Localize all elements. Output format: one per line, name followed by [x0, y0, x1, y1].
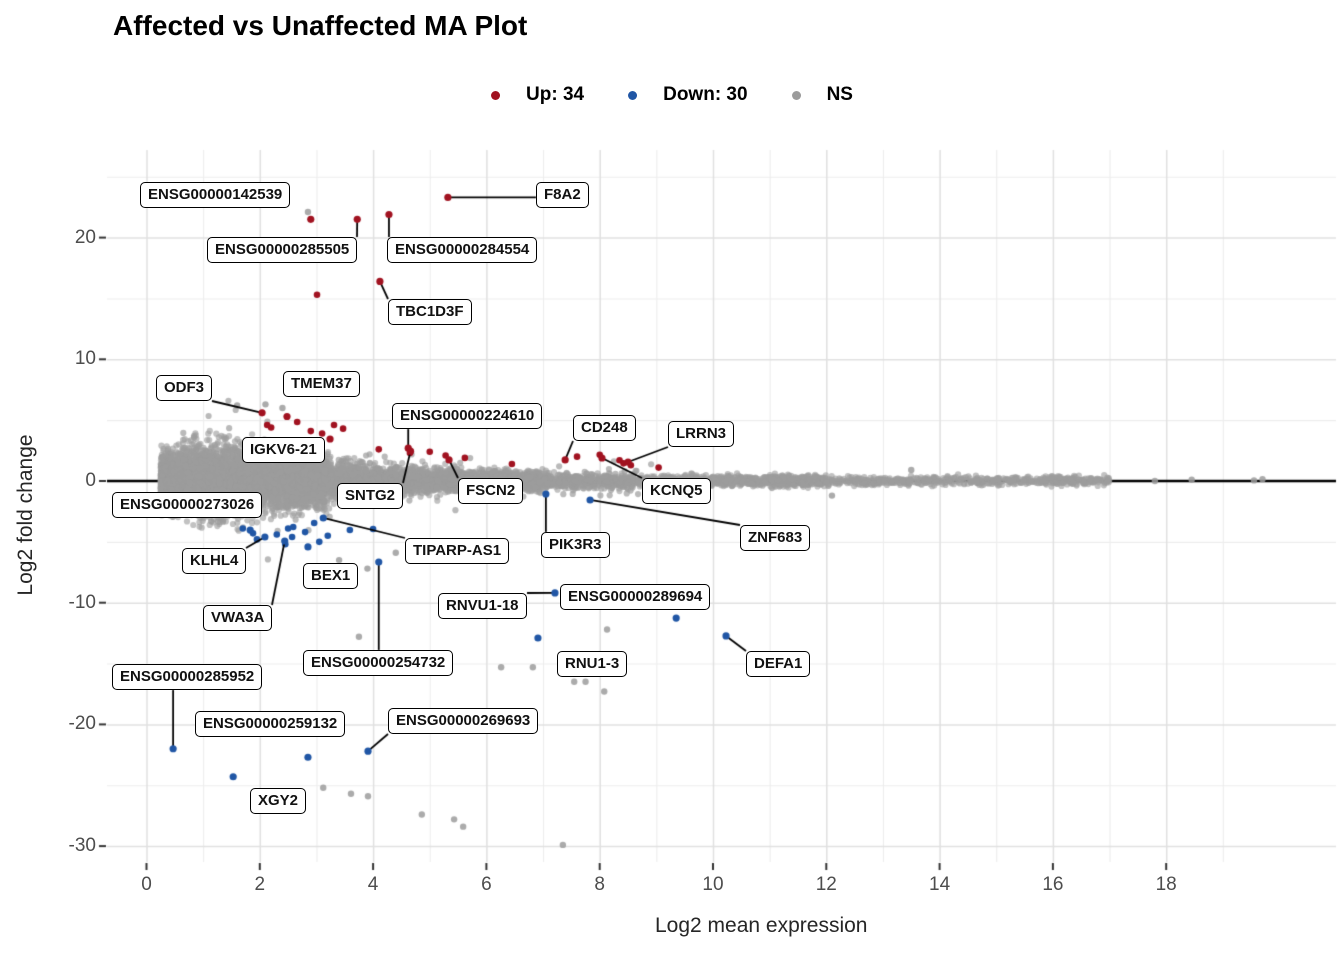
gene-label: ENSG00000259132 — [195, 711, 346, 737]
y-axis-title: Log2 fold change — [14, 434, 37, 596]
gene-label: ENSG00000285952 — [112, 664, 263, 690]
gene-label: KCNQ5 — [642, 478, 711, 504]
gene-label: ENSG00000273026 — [112, 492, 263, 518]
gene-label: TBC1D3F — [388, 299, 472, 325]
legend-down-label: Down: 30 — [663, 84, 748, 105]
legend-item-up: Up: 34 — [491, 84, 584, 106]
x-tick-label: 8 — [594, 874, 605, 895]
gene-label: ENSG00000285505 — [207, 237, 358, 263]
gene-label: RNVU1-18 — [438, 593, 527, 619]
legend-up-label: Up: 34 — [526, 84, 585, 105]
gene-label: ENSG00000142539 — [140, 182, 291, 208]
y-tick-label: -20 — [68, 713, 96, 735]
up-dot-icon — [491, 90, 501, 100]
x-tick-label: 2 — [254, 874, 266, 895]
x-tick-label: 10 — [702, 874, 724, 895]
legend: Up: 34 Down: 30 NS — [491, 84, 853, 106]
gene-label: ENSG00000289694 — [560, 584, 711, 610]
gene-label: DEFA1 — [746, 651, 811, 677]
gene-label: CD248 — [573, 415, 636, 441]
y-tick-label: 10 — [74, 348, 96, 370]
y-tick-label: 20 — [74, 226, 96, 248]
down-dot-icon — [628, 90, 638, 100]
x-tick-label: 6 — [481, 874, 492, 895]
x-axis-title: Log2 mean expression — [655, 914, 868, 937]
x-tick-label: 18 — [1155, 874, 1177, 895]
x-tick-label: 4 — [367, 874, 379, 895]
x-tick-label: 0 — [141, 874, 152, 895]
y-tick-label: -30 — [68, 835, 96, 857]
gene-label: ENSG00000224610 — [392, 403, 543, 429]
plot-title: Affected vs Unaffected MA Plot — [113, 10, 528, 41]
y-tick-label: 0 — [85, 470, 96, 491]
gene-label: F8A2 — [536, 182, 589, 208]
gene-label: ZNF683 — [740, 525, 811, 551]
gene-label: ENSG00000254732 — [303, 650, 454, 676]
x-tick-label: 14 — [929, 874, 951, 895]
gene-label: ENSG00000284554 — [387, 237, 538, 263]
x-tick-label: 12 — [815, 874, 837, 895]
gene-label: ENSG00000269693 — [388, 708, 539, 734]
gene-label: RNU1-3 — [557, 651, 628, 677]
ns-dot-icon — [791, 90, 801, 100]
gene-label: TMEM37 — [283, 371, 360, 397]
gene-label: BEX1 — [303, 563, 359, 589]
gene-label: KLHL4 — [182, 548, 247, 574]
gene-label: ODF3 — [156, 375, 213, 401]
gene-label: IGKV6-21 — [242, 437, 325, 463]
legend-ns-label: NS — [826, 84, 853, 105]
legend-item-ns: NS — [791, 84, 853, 106]
y-tick-label: -10 — [68, 591, 96, 613]
gene-label: LRRN3 — [668, 421, 735, 447]
gene-label: SNTG2 — [337, 483, 404, 509]
gene-label: TIPARP-AS1 — [405, 538, 510, 564]
x-tick-label: 16 — [1042, 874, 1064, 895]
gene-label: PIK3R3 — [541, 532, 610, 558]
gene-label: FSCN2 — [458, 478, 524, 504]
gene-label: XGY2 — [250, 788, 307, 814]
gene-label: VWA3A — [203, 605, 273, 631]
legend-item-down: Down: 30 — [628, 84, 748, 106]
